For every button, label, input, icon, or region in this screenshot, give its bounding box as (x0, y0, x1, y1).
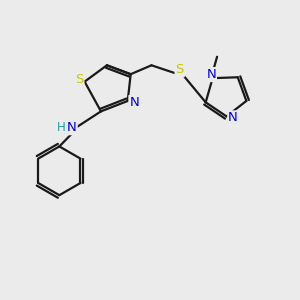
Text: H: H (57, 121, 66, 134)
Text: N: N (67, 121, 77, 134)
Text: S: S (75, 73, 83, 86)
Text: N: N (228, 111, 238, 124)
Text: S: S (176, 63, 184, 76)
Text: N: N (206, 68, 216, 81)
Text: N: N (129, 96, 139, 109)
